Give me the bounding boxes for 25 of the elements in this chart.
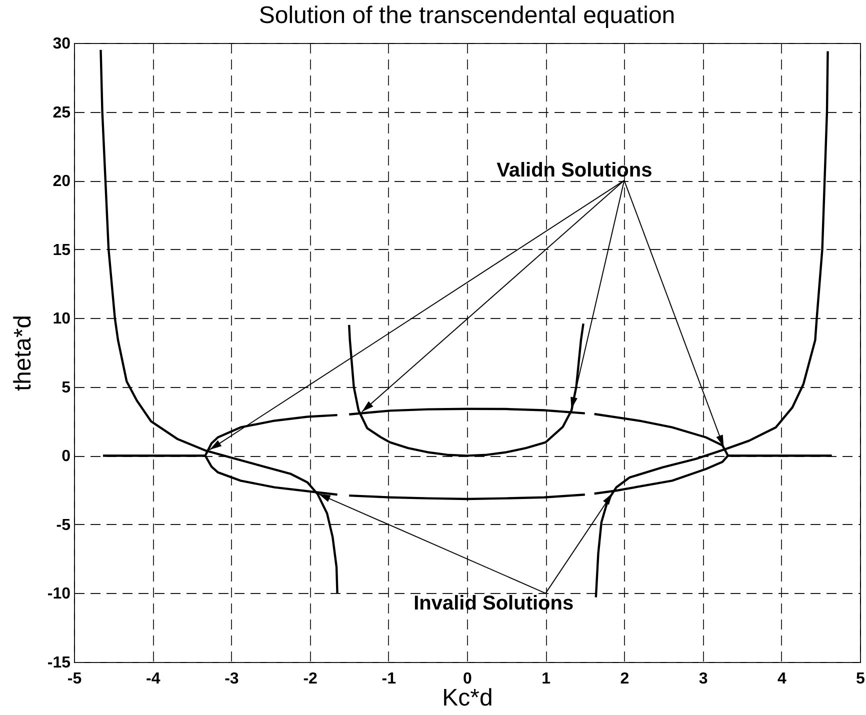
y-tick-label: 10 [52, 310, 71, 328]
chart-title: Solution of the transcendental equation [258, 2, 676, 29]
x-axis-title: Kc*d [442, 684, 493, 712]
x-tick-label: 0 [463, 670, 472, 688]
y-tick-label: 20 [52, 173, 71, 190]
x-tick-label: -3 [224, 670, 239, 688]
y-axis-title: theta*d [9, 314, 36, 392]
x-tick-label: -4 [146, 670, 160, 688]
x-tick-label: 2 [620, 670, 630, 688]
x-tick-label: 4 [777, 670, 786, 688]
x-tick-label: -2 [303, 670, 318, 688]
y-tick-label: 25 [52, 104, 71, 122]
x-tick-label: -1 [382, 670, 396, 688]
y-tick-label: 30 [52, 36, 71, 52]
annotation: Validn Solutions [496, 159, 652, 182]
y-tick-label: 5 [62, 379, 71, 396]
x-tick-label: 3 [698, 670, 708, 688]
x-tick-label: 1 [542, 670, 551, 688]
x-tick-label: 5 [856, 670, 866, 688]
y-tick-label: 0 [62, 448, 71, 466]
y-tick-label: 15 [52, 242, 71, 259]
y-tick-label: -5 [56, 516, 71, 534]
y-tick-label: -10 [47, 586, 71, 603]
y-tick-label: -15 [47, 654, 71, 672]
annotation: Invalid Solutions [414, 592, 574, 614]
